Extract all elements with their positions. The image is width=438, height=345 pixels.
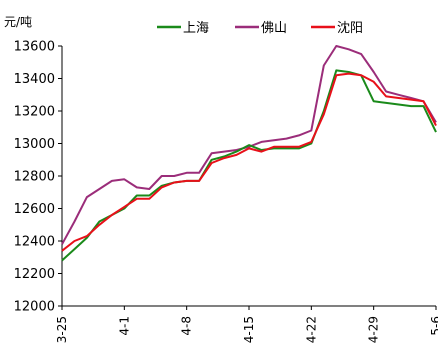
x-tick-label: 3-25 (55, 316, 69, 343)
series-lines (61, 45, 437, 262)
series-line-shenyang (61, 72, 437, 252)
y-axis: 12000 12200 12400 12600 12800 13000 13200 13400… (14, 40, 63, 315)
series-line-shanghai (61, 69, 437, 262)
y-tick-label: 12000 (14, 300, 55, 315)
x-tick-label: 4-8 (180, 316, 194, 336)
series-line-foshan (61, 45, 437, 245)
legend-label-shanghai: 上海 (183, 21, 209, 36)
legend: 上海 佛山 沈阳 (157, 21, 363, 36)
legend-label-foshan: 佛山 (261, 21, 287, 36)
y-tick-label: 13000 (14, 137, 55, 152)
y-tick-label: 12200 (14, 267, 55, 282)
y-tick-label: 12600 (14, 202, 55, 217)
x-tick-label: 4-1 (117, 316, 131, 336)
y-tick-label: 12800 (14, 170, 55, 185)
y-tick-label: 13200 (14, 105, 55, 120)
x-tick-label: 5-6 (429, 316, 438, 336)
x-tick-label: 4-29 (367, 316, 381, 343)
x-tick-label: 4-22 (304, 316, 318, 343)
y-tick-label: 13600 (14, 40, 55, 55)
y-unit-label: 元/吨 (4, 15, 32, 29)
x-tick-label: 4-15 (242, 316, 256, 343)
y-tick-label: 13400 (14, 72, 55, 87)
y-tick-label: 12400 (14, 235, 55, 250)
x-axis: 3-25 4-1 4-8 4-15 4-22 4-29 5-6 (55, 305, 438, 343)
legend-label-shenyang: 沈阳 (337, 21, 363, 36)
